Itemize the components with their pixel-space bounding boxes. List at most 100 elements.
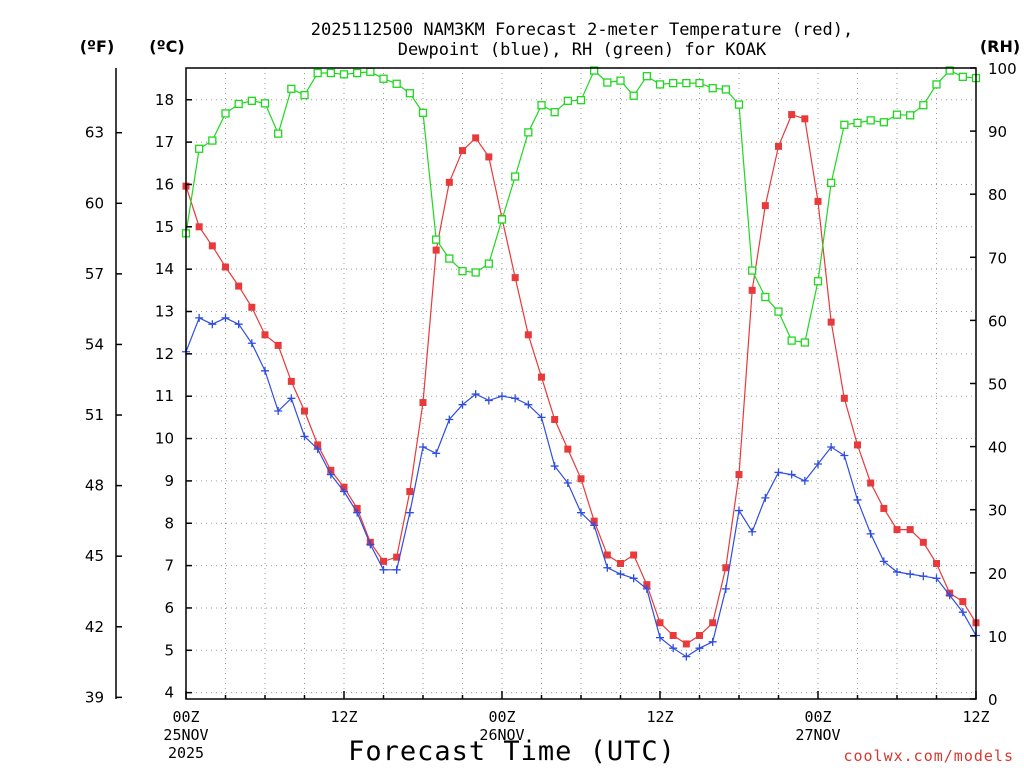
2-meter-temperature-point — [327, 466, 335, 474]
dewpoint-point — [958, 608, 967, 617]
2-meter-temperature-point — [709, 619, 717, 627]
rh-tick-label: 30 — [988, 502, 1007, 520]
2-meter-temperature-point — [722, 564, 730, 572]
dewpoint-point — [432, 449, 441, 458]
dewpoint-point — [629, 574, 638, 583]
2-meter-temperature-point — [748, 286, 756, 294]
2-meter-temperature-point — [814, 197, 822, 205]
celsius-tick-label: 16 — [155, 175, 174, 193]
dewpoint-point — [682, 652, 691, 661]
dewpoint-point — [511, 394, 520, 403]
rh-tick-label: 10 — [988, 628, 1007, 646]
x-tick-label-year: 2025 — [168, 744, 204, 762]
dewpoint-point — [300, 432, 309, 441]
dewpoint-point — [603, 563, 612, 572]
rh-point — [247, 96, 256, 105]
rh-point — [576, 96, 586, 105]
dewpoint-point — [906, 570, 915, 579]
rh-point — [234, 99, 243, 109]
2-meter-temperature-point — [419, 399, 427, 407]
2-meter-temperature-point — [261, 331, 269, 339]
rh-tick-label: 60 — [988, 312, 1007, 330]
2-meter-temperature-point — [393, 553, 401, 561]
dewpoint-point — [353, 508, 362, 517]
celsius-tick-label: 13 — [155, 303, 174, 321]
2-meter-temperature-point — [235, 282, 243, 290]
x-tick-label-date: 25NOV — [163, 726, 208, 744]
dewpoint-point — [577, 508, 585, 517]
fahrenheit-tick-label: 39 — [85, 688, 104, 706]
rh-point — [945, 66, 954, 75]
2-meter-temperature-point — [564, 445, 572, 453]
rh-point — [484, 259, 493, 268]
rh-point — [669, 78, 678, 88]
dewpoint-point — [800, 476, 809, 485]
rh-point — [734, 100, 744, 109]
2-meter-temperature-point — [445, 178, 453, 186]
rh-point — [708, 84, 717, 93]
rh-point — [616, 76, 625, 85]
dewpoint-point — [313, 445, 322, 454]
2-meter-temperature-point — [630, 551, 638, 559]
dewpoint-point — [419, 443, 427, 452]
fahrenheit-tick-label: 45 — [85, 547, 104, 565]
2-meter-temperature-point — [682, 640, 690, 648]
2-meter-temperature-point — [603, 551, 611, 559]
dewpoint-point — [537, 413, 546, 422]
rh-tick-label: 50 — [988, 376, 1007, 394]
2-meter-temperature-point — [511, 274, 519, 282]
chart-title-line2: Dewpoint (blue), RH (green) for KOAK — [398, 40, 767, 60]
rh-point — [326, 68, 335, 78]
fahrenheit-tick-label: 51 — [85, 406, 104, 424]
dewpoint-point — [405, 508, 414, 517]
dewpoint-point — [932, 574, 941, 583]
rh-point — [274, 129, 283, 138]
dewpoint-point — [866, 529, 875, 538]
2-meter-temperature-point — [208, 242, 216, 250]
2-meter-temperature-point — [459, 147, 466, 155]
fahrenheit-tick-label: 57 — [85, 265, 104, 283]
rh-point — [392, 79, 401, 88]
dewpoint-point — [366, 540, 375, 549]
dewpoint-point — [748, 527, 757, 536]
dewpoint-point — [550, 462, 559, 471]
dewpoint-point — [945, 591, 954, 600]
rh-point — [642, 72, 651, 81]
rh-point — [418, 108, 428, 117]
rh-point — [761, 292, 770, 302]
fahrenheit-tick-label: 54 — [85, 335, 104, 353]
dewpoint-point — [524, 400, 533, 409]
2-meter-temperature-point — [274, 341, 282, 349]
rh-point — [748, 266, 757, 275]
dewpoint-point — [853, 495, 862, 504]
2-meter-temperature-point — [801, 115, 809, 123]
dewpoint-point — [379, 565, 388, 574]
rh-point — [721, 85, 730, 94]
2-meter-temperature-point — [880, 504, 888, 512]
dewpoint-point — [893, 567, 901, 576]
2-meter-temperature-point — [406, 487, 414, 495]
rh-point — [300, 90, 309, 100]
dewpoint-point — [761, 493, 770, 502]
dewpoint-point — [814, 459, 822, 468]
rh-line — [185, 69, 977, 344]
dewpoint-point — [708, 637, 717, 646]
dewpoint-point — [919, 572, 928, 581]
dewpoint-point — [827, 443, 836, 452]
fahrenheit-tick-label: 63 — [85, 124, 104, 142]
rh-point — [932, 80, 941, 89]
rh-point — [405, 89, 414, 98]
chart-title-line1: 2025112500 NAM3KM Forecast 2-meter Tempe… — [311, 20, 853, 40]
celsius-tick-label: 14 — [155, 260, 174, 278]
2-meter-temperature-point — [669, 631, 677, 639]
2-meter-temperature-point — [524, 331, 532, 339]
dewpoint-point — [221, 313, 230, 322]
x-axis-title: Forecast Time (UTC) — [348, 736, 676, 767]
grid — [186, 68, 976, 699]
dewpoint-point — [590, 521, 599, 530]
dewpoint-point — [721, 584, 730, 593]
dewpoint-point — [287, 394, 296, 403]
2-meter-temperature-point — [590, 517, 598, 525]
axes — [115, 67, 977, 700]
x-tick-label-time: 12Z — [962, 708, 989, 726]
